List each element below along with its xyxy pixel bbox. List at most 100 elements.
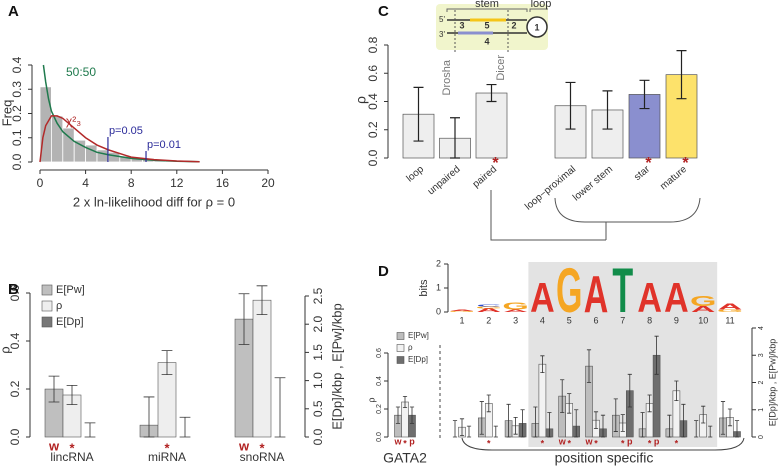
significance-marker: p [654, 436, 660, 446]
panel-label: C [378, 3, 389, 20]
significance-marker: * [682, 155, 689, 172]
logo-letter: G [476, 306, 502, 309]
y2-axis-label: E[Dp]/kbp , E[Pw]/kbp [329, 303, 344, 429]
error-bar [708, 425, 713, 438]
significance-marker: w [584, 436, 593, 446]
error-bar [486, 394, 491, 413]
y-tick-label: 0.2 [10, 105, 24, 122]
significance-marker: p [409, 436, 415, 446]
diagram-label: loop [531, 0, 552, 10]
diagram-label: 2 [511, 20, 516, 30]
error-bar [66, 385, 78, 405]
y-tick-label: 0.0 [376, 432, 383, 442]
loop-circle [526, 16, 548, 38]
error-bar [84, 422, 96, 438]
error-bar [620, 414, 625, 432]
y-axis-label: ρ [366, 397, 376, 402]
y-tick-label: 0.3 [10, 81, 24, 98]
logo-letter: C [477, 304, 502, 307]
logo-letter: A [691, 305, 716, 314]
connector [490, 190, 701, 241]
significance-marker: * [567, 438, 571, 448]
curve [42, 64, 200, 163]
x-tick-label: 20 [261, 176, 275, 190]
error-bar [681, 403, 686, 438]
logo-letter: T [612, 255, 633, 326]
error-bar [486, 83, 497, 103]
legend-swatch [396, 356, 405, 364]
error-bar [734, 420, 740, 438]
legend-swatch [396, 344, 405, 352]
category-label: miRNA [148, 450, 186, 464]
y-tick-label: 0.6 [376, 348, 383, 358]
diagram-label: 5 [484, 20, 489, 30]
error-bar [238, 293, 250, 345]
significance-marker: * [403, 438, 407, 448]
error-bar [459, 418, 465, 436]
error-bar [567, 393, 572, 414]
y-axis-label: ρ [0, 346, 12, 353]
legend-label: E[Pw] [56, 284, 85, 296]
panel-label: A [8, 3, 19, 20]
y-axis-label: bits [418, 279, 430, 297]
significance-marker: * [594, 438, 598, 448]
bar [554, 105, 587, 159]
y-tick-label: 3 [758, 353, 765, 357]
category-label: 3 [513, 315, 518, 325]
significance-marker: * [648, 438, 652, 448]
curve [39, 115, 200, 163]
logo-letter: A [530, 276, 555, 322]
y-tick-label: 0.8 [366, 36, 380, 53]
significance-marker: * [621, 438, 625, 448]
y-tick-label: 0.2 [8, 380, 22, 397]
y-tick-label: 0.0 [366, 149, 380, 166]
error-bar [654, 335, 659, 375]
diagram-label: Drosha [441, 59, 453, 95]
error-bar [143, 396, 155, 438]
error-bar [409, 406, 415, 424]
error-bar [602, 90, 613, 130]
error-bar [533, 406, 538, 438]
category-label: 11 [725, 315, 734, 325]
category-label: lincRNA [50, 450, 93, 464]
error-bar [727, 408, 733, 427]
significance-marker: * [69, 440, 75, 455]
error-bar [520, 409, 525, 438]
legend-swatch [396, 332, 405, 340]
diagram-label: stem [475, 0, 499, 10]
logo-letter: G [717, 309, 743, 313]
y-tick-label: 2.5 [311, 287, 325, 304]
significance-marker: * [675, 438, 679, 448]
significance-marker: w [393, 436, 402, 446]
error-bar [613, 398, 618, 432]
histogram-bar [96, 149, 109, 163]
error-bar [720, 401, 726, 435]
category-label: 7 [620, 315, 625, 325]
x-tick-label: 0 [37, 176, 44, 190]
y-tick-label: 1 [758, 408, 765, 412]
histogram-bar [108, 151, 121, 163]
error-bar [639, 79, 650, 110]
y-tick-label: 1.5 [311, 344, 325, 361]
error-bar [256, 285, 268, 315]
error-bar [640, 412, 645, 438]
significance-marker: w [238, 438, 250, 453]
y-tick-label: 0.6 [366, 65, 380, 82]
x-tick-label: 4 [82, 176, 89, 190]
significance-marker: * [541, 438, 545, 448]
logo-letter: G [690, 292, 716, 309]
panel-label: D [378, 263, 389, 280]
error-bar [694, 420, 699, 438]
logo-letter: G [449, 311, 475, 313]
category-label: GATA2 [383, 450, 427, 466]
x-axis-label: 2 x ln-likelihood diff for ρ = 0 [73, 194, 235, 209]
legend-swatch [41, 300, 53, 312]
logo-letter: A [450, 309, 475, 311]
error-bar [593, 411, 599, 429]
significance-marker: w [558, 436, 567, 446]
error-bar [413, 86, 424, 142]
y-tick-label: 0.4 [10, 56, 24, 73]
error-bar [452, 420, 458, 438]
logo-letter: G [502, 301, 528, 312]
